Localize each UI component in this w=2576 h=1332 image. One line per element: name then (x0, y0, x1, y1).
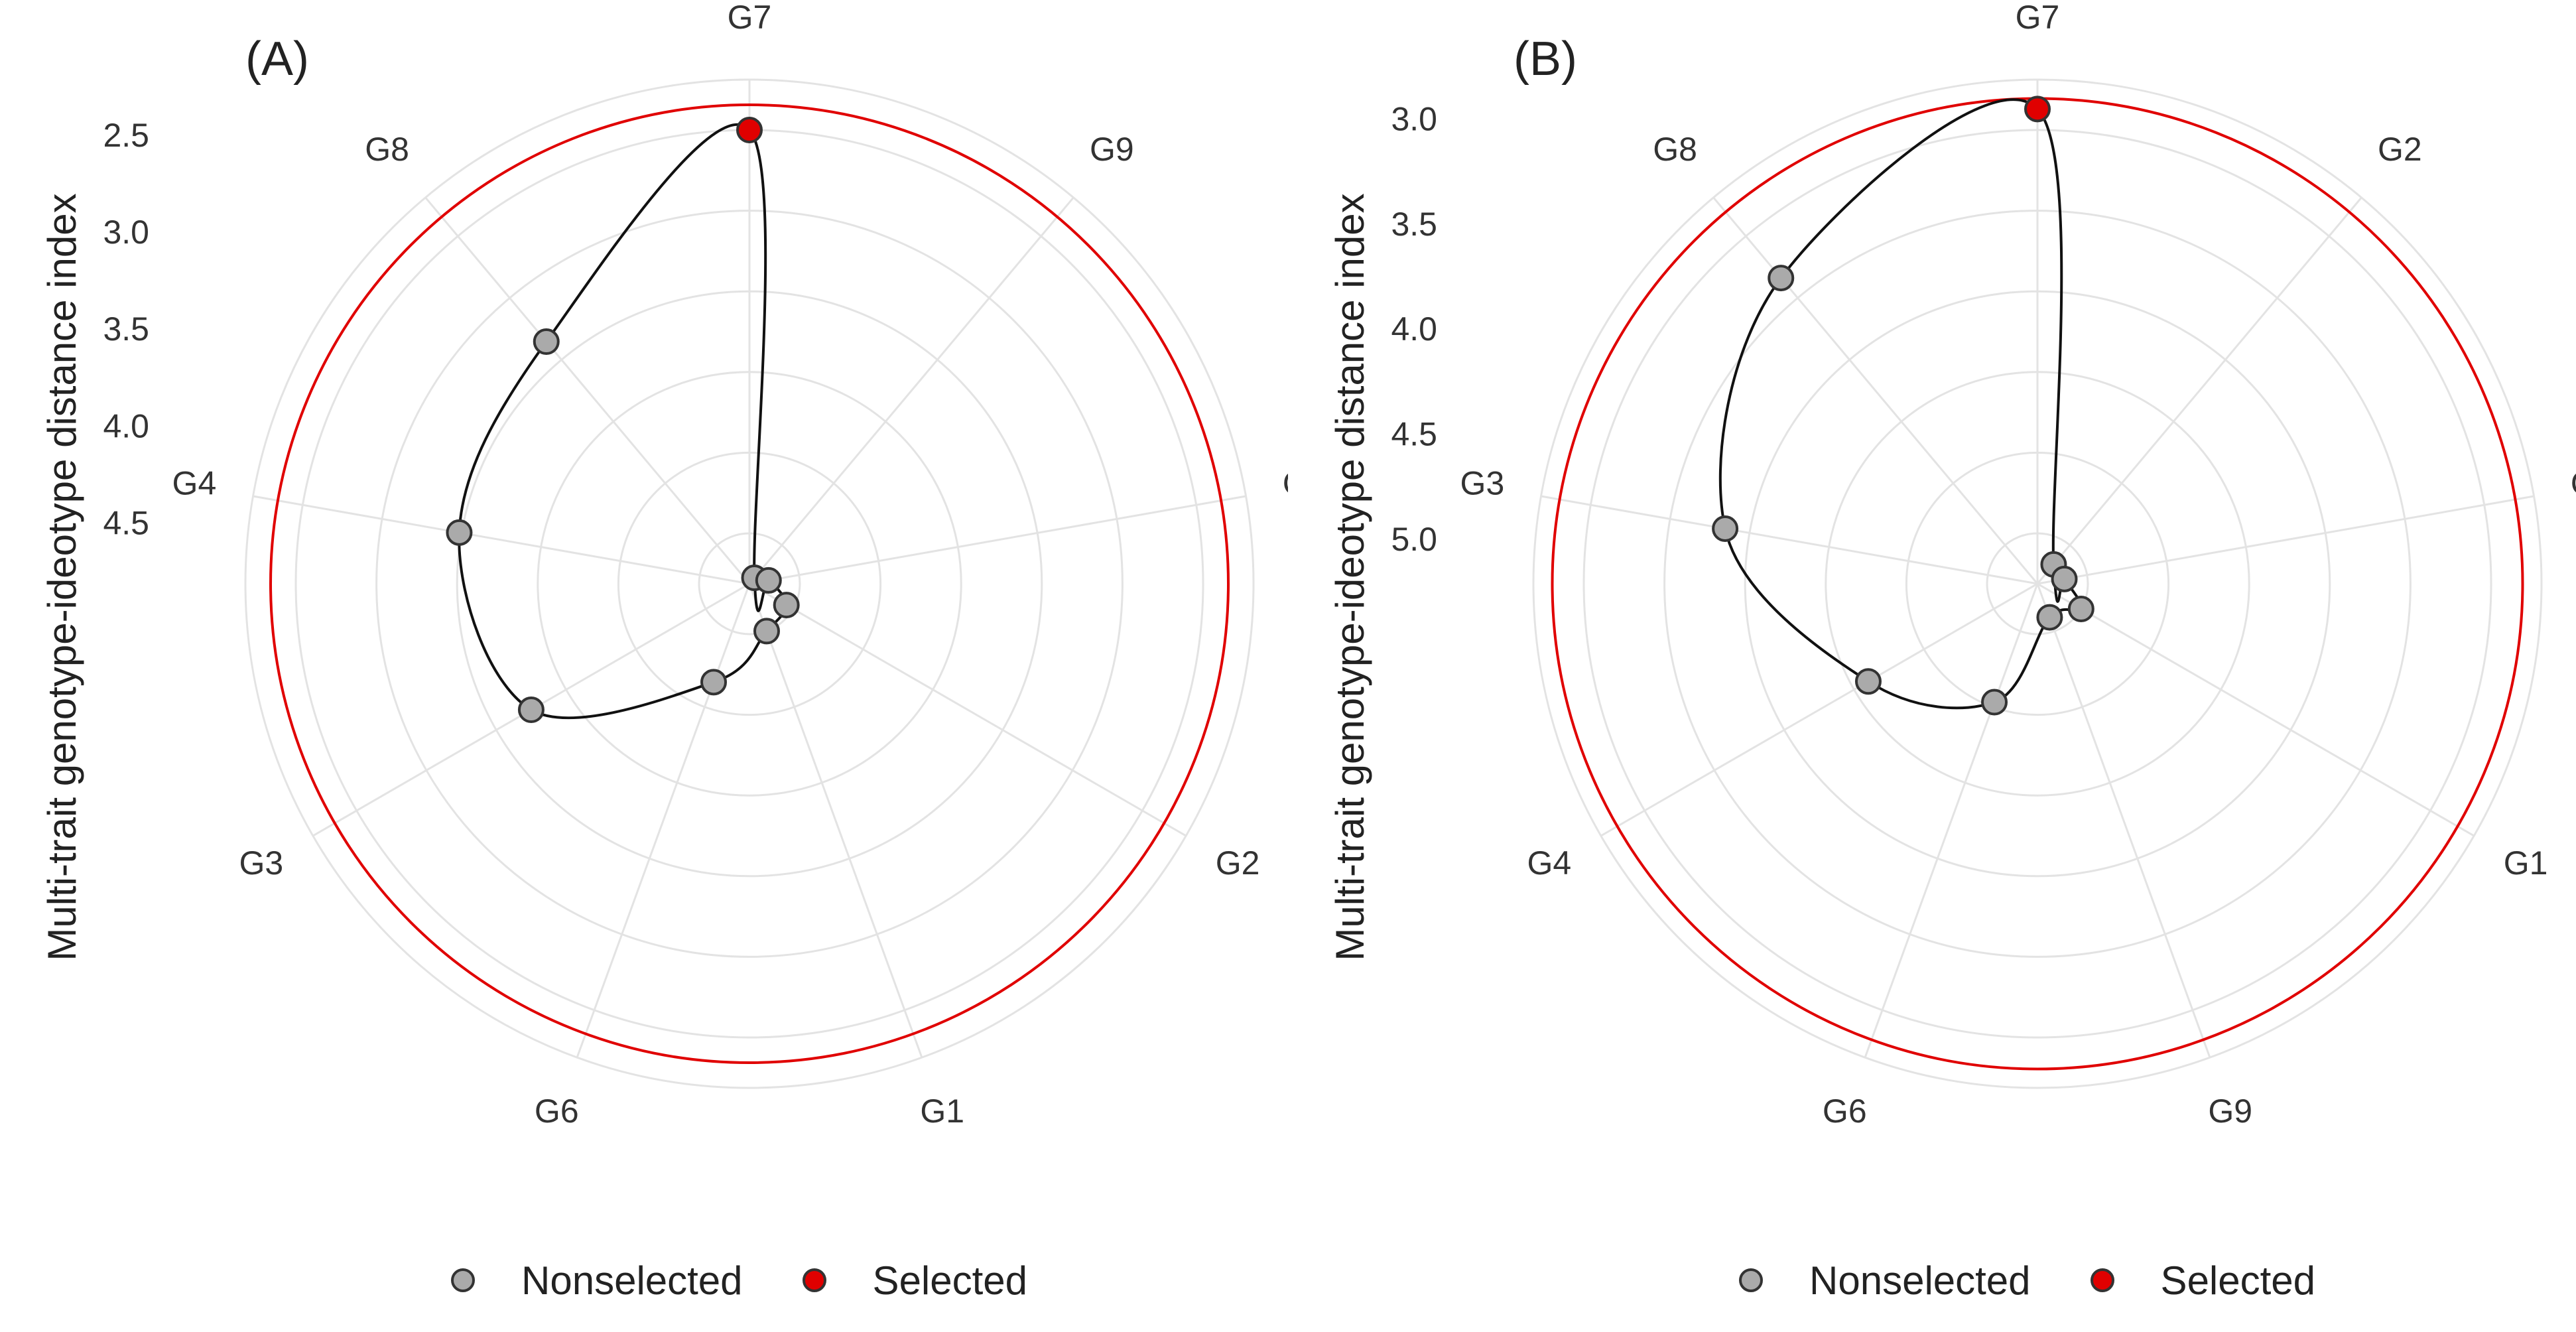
data-point-g5 (755, 566, 782, 594)
legend-label-nonselected: Nonselected (1809, 1258, 2031, 1303)
legend: Nonselected Selected (451, 1254, 1087, 1307)
grid-spoke (748, 196, 1074, 584)
category-label-g3: G3 (1460, 465, 1505, 502)
category-label-g9: G9 (1090, 131, 1134, 168)
panel-b: (B) G7 G2 G5 G1 G9 G6 G4 G3 G8 3.0 3.5 4.0 4.5 5.0 Mul… (1288, 0, 2576, 1332)
data-point-g6 (1981, 689, 2008, 716)
radial-tick-label: 3.5 (103, 310, 149, 348)
category-label-g6: G6 (1823, 1093, 1867, 1130)
legend: Nonselected Selected (1739, 1254, 2375, 1307)
grid-spoke (1541, 495, 2038, 585)
distance-curve (458, 123, 788, 720)
panel-a: (A) G7 G9 G5 G2 G1 G6 G3 G4 G8 2.5 3.0 3.5 4.0 4.5 Mul… (40, 0, 1288, 1307)
grid-spoke (749, 582, 1187, 837)
category-label-g4: G4 (1527, 844, 1572, 882)
y-axis-title: Multi-trait genotype-ideotype distance i… (40, 193, 84, 961)
radial-tick-label: 2.5 (103, 117, 149, 154)
category-label-g1: G1 (2504, 844, 2548, 882)
legend-marker-selected (802, 1268, 826, 1292)
grid-spoke (2036, 583, 2211, 1058)
category-label-g8: G8 (365, 131, 409, 168)
radial-tick-label: 3.0 (1391, 101, 1437, 138)
legend-label-nonselected: Nonselected (521, 1258, 743, 1303)
category-label-g8: G8 (1653, 131, 1697, 168)
data-point-g1 (2067, 596, 2094, 622)
grid-spoke (1600, 582, 2038, 837)
category-label-g7: G7 (728, 0, 772, 36)
category-label-g7: G7 (2016, 0, 2060, 36)
data-point-g5 (2051, 565, 2078, 592)
data-point-g4 (1854, 668, 1882, 695)
data-point-g6 (700, 669, 728, 696)
data-point-g1 (753, 618, 780, 645)
radial-tick-label: 4.0 (103, 407, 149, 444)
radial-tick-label: 4.0 (1391, 310, 1437, 348)
distance-curve (1718, 98, 2083, 710)
grid-spoke (576, 583, 751, 1058)
category-label-g1: G1 (920, 1093, 964, 1130)
legend-marker-selected (2090, 1268, 2114, 1292)
grid-spoke (1712, 196, 2039, 584)
legend-label-selected: Selected (2160, 1258, 2316, 1303)
category-label-g5: G5 (2571, 465, 2576, 502)
category-label-g2: G2 (1216, 844, 1260, 882)
category-label-g2: G2 (2378, 131, 2422, 168)
panel-label: (A) (245, 33, 309, 86)
category-label-g4: G4 (172, 465, 217, 502)
legend-marker-nonselected (1739, 1268, 1763, 1292)
selection-threshold-circle (269, 103, 1230, 1064)
data-point-g3 (517, 697, 545, 723)
grid-spoke (2036, 196, 2362, 584)
category-label-g5: G5 (1283, 465, 1288, 502)
y-axis-title: Multi-trait genotype-ideotype distance i… (1328, 193, 1372, 961)
legend-marker-nonselected (451, 1268, 475, 1292)
panel-label: (B) (1513, 33, 1577, 86)
data-point-g2 (773, 592, 800, 619)
data-point-g4 (446, 519, 473, 546)
data-point-g8 (1768, 265, 1795, 292)
radial-tick-label: 3.0 (103, 214, 149, 251)
grid-spoke (253, 495, 750, 585)
grid-spoke (749, 495, 1246, 585)
grid-spoke (1864, 583, 2039, 1058)
category-label-g9: G9 (2208, 1093, 2252, 1130)
legend-label-selected: Selected (872, 1258, 1028, 1303)
grid-spoke (424, 196, 751, 584)
category-label-g6: G6 (535, 1093, 579, 1130)
grid-spoke (2037, 495, 2534, 585)
grid-spoke (748, 583, 923, 1058)
radar-chart-b: G7 G2 G5 G1 G9 G6 G4 G3 G8 3.0 3.5 4.0 4.5 5.0 Multi-t… (1328, 0, 2576, 1130)
category-label-g3: G3 (239, 844, 284, 882)
radial-tick-label: 3.5 (1391, 206, 1437, 243)
data-point-g3 (1712, 515, 1739, 542)
data-point-g8 (533, 328, 560, 356)
data-point-g9 (2036, 604, 2063, 631)
radial-tick-label: 4.5 (1391, 416, 1437, 453)
radial-tick-label: 5.0 (1391, 521, 1437, 558)
radial-tick-label: 4.5 (103, 505, 149, 542)
grid-spoke (2037, 582, 2475, 837)
data-point-g7 (736, 117, 763, 143)
data-point-g7 (2024, 96, 2051, 123)
radar-chart-a: G7 G9 G5 G2 G1 G6 G3 G4 G8 2.5 3.0 3.5 4.0 4.5 Multi-t… (40, 0, 1288, 1130)
